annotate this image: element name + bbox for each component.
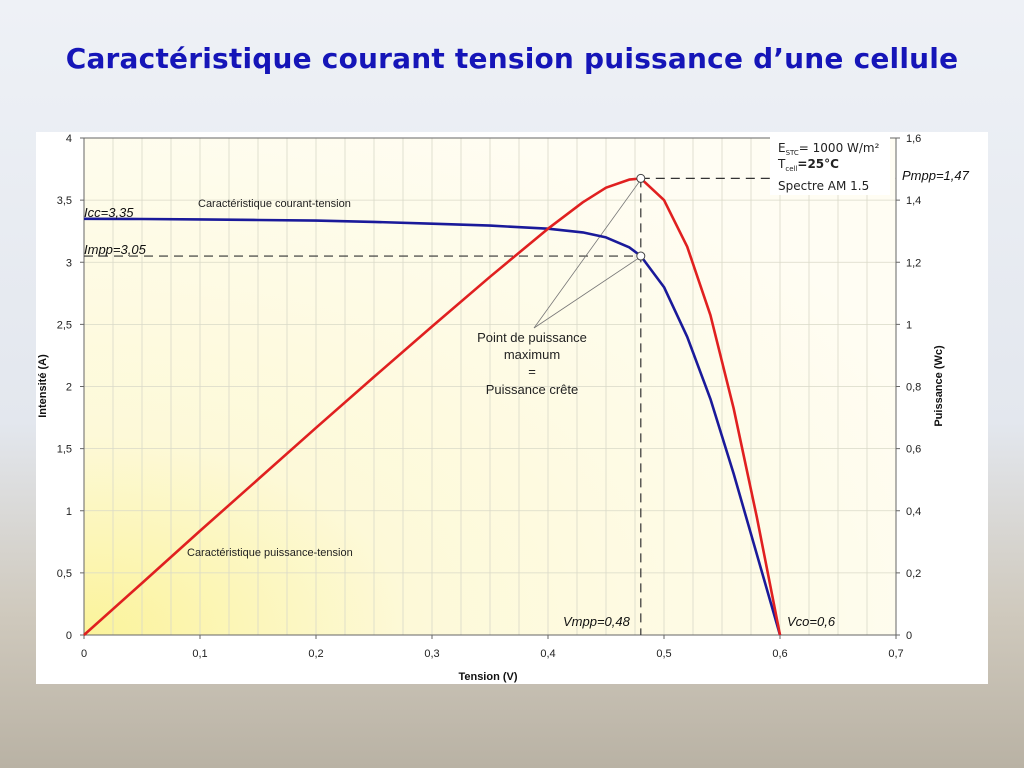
icc-label: Icc=3,35 xyxy=(84,205,134,220)
x-tick-label: 0,4 xyxy=(540,648,555,660)
conditions-box: ESTC= 1000 W/m² Tcell=25°C Spectre AM 1.… xyxy=(770,137,890,195)
y2-axis-title: Puissance (Wc) xyxy=(933,345,945,427)
pointer-line-power xyxy=(533,182,640,329)
mpp-text-line-4: Puissance crête xyxy=(486,382,579,397)
vmpp-label: Vmpp=0,48 xyxy=(563,614,631,629)
x-tick-label: 0,2 xyxy=(308,648,323,660)
current-curve-label: Caractéristique courant-tension xyxy=(198,198,351,210)
mpp-power-marker xyxy=(636,173,646,183)
chart-panel: 0 0,1 0,2 0,3 0,4 0,5 0,6 0,7 0 0,5 1 1,5 2 2,5 3 3,5 4 0… xyxy=(36,132,988,684)
slide-title: Caractéristique courant tension puissanc… xyxy=(65,42,959,75)
chart-labels: Tension (V) Intensité (A) Puissance (Wc)… xyxy=(37,137,970,683)
y2-tick-label: 1,2 xyxy=(906,257,921,269)
pmpp-label: Pmpp=1,47 xyxy=(902,168,970,183)
x-tick-label: 0,1 xyxy=(192,648,207,660)
y-tick-label: 2,5 xyxy=(57,319,72,331)
y2-tick-label: 1,6 xyxy=(906,133,921,145)
y-tick-label: 2 xyxy=(66,382,72,394)
y-tick-label: 1,5 xyxy=(57,444,72,456)
pointer-line-current xyxy=(533,257,640,329)
power-voltage-curve xyxy=(83,177,782,636)
cell-temperature-label: Tcell=25°C xyxy=(777,157,839,173)
x-tick-label: 0,3 xyxy=(424,648,439,660)
iv-pv-chart: 0 0,1 0,2 0,3 0,4 0,5 0,6 0,700,511,522,533,540… xyxy=(37,133,970,683)
x-tick-label: 0,7 xyxy=(888,648,903,660)
y-tick-label: 3 xyxy=(66,257,72,269)
axes xyxy=(80,137,900,639)
y2-tick-label: 1 xyxy=(906,319,912,331)
y-tick-label: 1 xyxy=(66,506,72,518)
current-voltage-curve xyxy=(83,217,782,636)
y-tick-label: 3,5 xyxy=(57,195,72,207)
spectrum-label: Spectre AM 1.5 xyxy=(778,179,869,193)
y-tick-label: 4 xyxy=(66,133,72,145)
y-tick-label: 0 xyxy=(66,630,72,642)
x-tick-label: 0,6 xyxy=(772,648,787,660)
y-axis-title: Intensité (A) xyxy=(37,354,49,418)
y2-tick-label: 0,4 xyxy=(906,506,921,518)
curves xyxy=(83,173,782,636)
irradiance-label: ESTC= 1000 W/m² xyxy=(778,141,880,157)
tick-labels: 0 0,1 0,2 0,3 0,4 0,5 0,6 0,700,511,522,533,540… xyxy=(57,133,922,660)
impp-label: Impp=3,05 xyxy=(84,242,147,257)
y-tick-label: 0,5 xyxy=(57,568,72,580)
x-tick-label: 0,5 xyxy=(656,648,671,660)
y2-tick-label: 0,8 xyxy=(906,382,921,394)
x-tick-label: 0 xyxy=(81,648,87,660)
mpp-text-line-3: = xyxy=(528,364,536,379)
y2-tick-label: 1,4 xyxy=(906,195,921,207)
power-curve-label: Caractéristique puissance-tension xyxy=(187,547,353,559)
y2-tick-label: 0,6 xyxy=(906,444,921,456)
x-axis-title: Tension (V) xyxy=(458,671,517,683)
mpp-text-line-2: maximum xyxy=(504,347,560,362)
y2-tick-label: 0,2 xyxy=(906,568,921,580)
vco-label: Vco=0,6 xyxy=(787,614,836,629)
mpp-text-line-1: Point de puissance xyxy=(477,330,587,345)
mpp-current-marker xyxy=(636,251,646,261)
y2-tick-label: 0 xyxy=(906,630,912,642)
